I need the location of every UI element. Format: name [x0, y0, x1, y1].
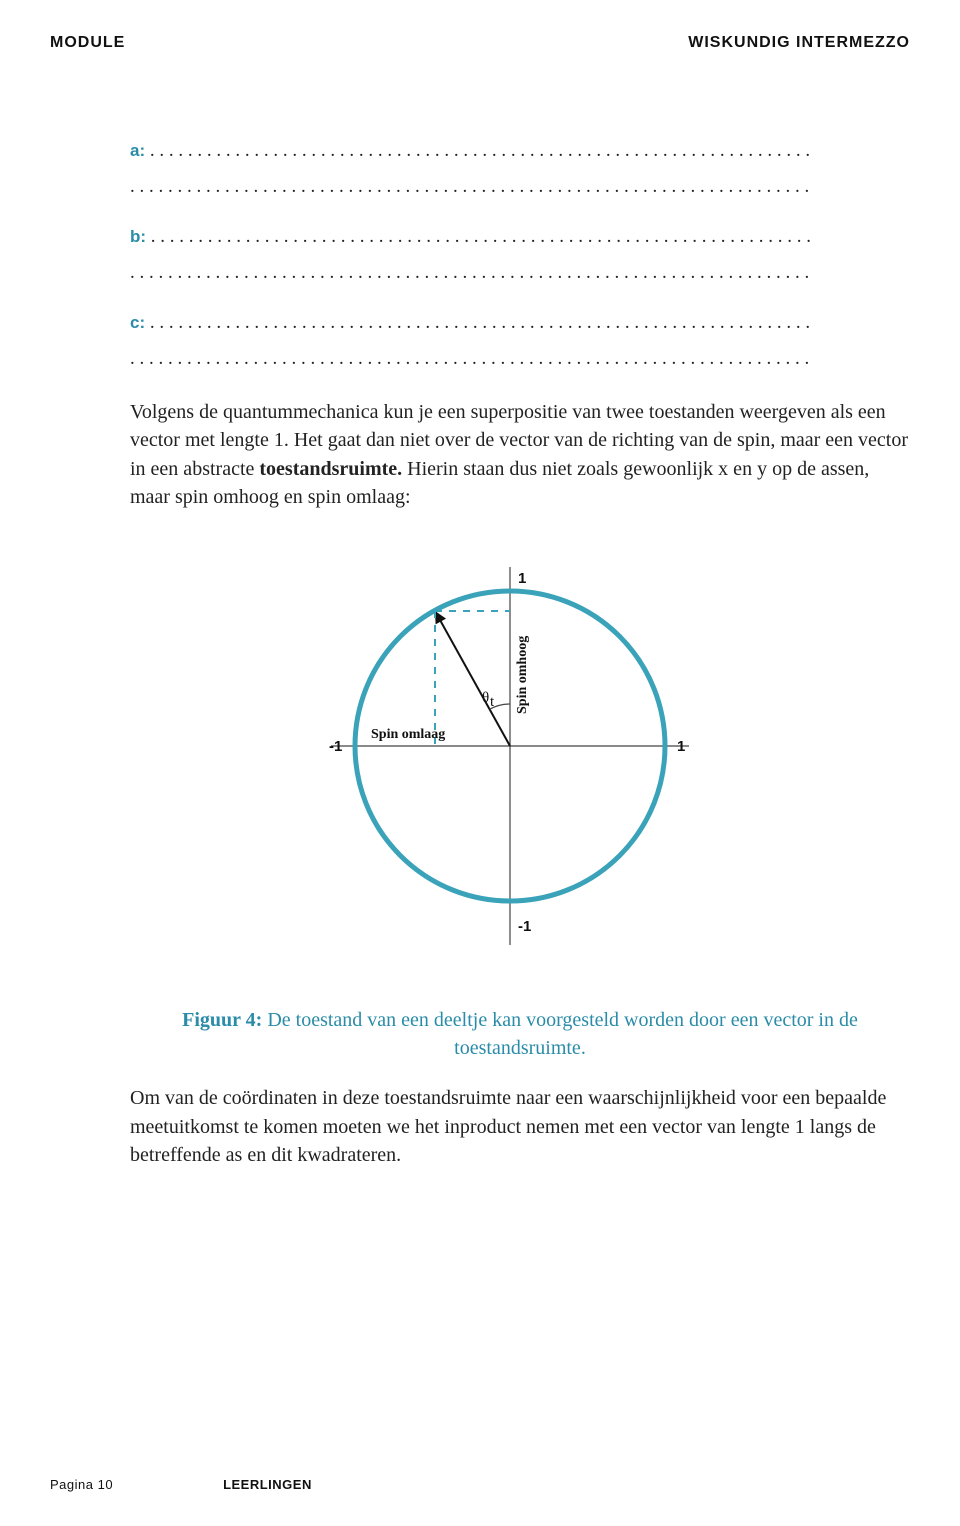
svg-text:1: 1	[677, 738, 685, 755]
audience-label: LEERLINGEN	[223, 1477, 312, 1492]
fill-in-b: b: . . . . . . . . . . . . . . . . . . .…	[130, 226, 910, 248]
dots: . . . . . . . . . . . . . . . . . . . . …	[146, 226, 811, 247]
header-left: MODULE	[50, 34, 125, 52]
svg-text:Spin omlaag: Spin omlaag	[371, 727, 445, 742]
page-num: Pagina 10	[50, 1477, 113, 1492]
label-c: c:	[130, 313, 145, 332]
svg-text:Spin omhoog: Spin omhoog	[515, 635, 530, 713]
label-a: a:	[130, 141, 145, 160]
fill-in-c: c: . . . . . . . . . . . . . . . . . . .…	[130, 312, 910, 334]
caption-bold: Figuur 4:	[182, 1009, 267, 1031]
figure-4: θt11-1-1Spin omhoogSpin omlaag	[130, 536, 910, 976]
fill-in-c-2: . . . . . . . . . . . . . . . . . . . . …	[130, 348, 910, 370]
para1-bold: toestandsruimte.	[259, 458, 402, 480]
svg-text:θ: θ	[482, 690, 489, 706]
figure-4-caption: Figuur 4: De toestand van een deeltje ka…	[130, 1006, 910, 1063]
svg-text:1: 1	[518, 570, 526, 587]
fill-in-a: a: . . . . . . . . . . . . . . . . . . .…	[130, 140, 910, 162]
fill-in-a-2: . . . . . . . . . . . . . . . . . . . . …	[130, 176, 910, 198]
svg-text:-1: -1	[329, 738, 342, 755]
page-footer: Pagina 10 LEERLINGEN	[50, 1477, 910, 1492]
caption-rest: De toestand van een deeltje kan voorgest…	[267, 1009, 858, 1059]
svg-text:-1: -1	[518, 918, 531, 935]
figure-4-svg: θt11-1-1Spin omhoogSpin omlaag	[300, 536, 740, 976]
dots: . . . . . . . . . . . . . . . . . . . . …	[145, 140, 810, 161]
paragraph-1: Volgens de quantummechanica kun je een s…	[130, 398, 910, 512]
dots: . . . . . . . . . . . . . . . . . . . . …	[145, 312, 810, 333]
fill-in-b-2: . . . . . . . . . . . . . . . . . . . . …	[130, 262, 910, 284]
content-area: a: . . . . . . . . . . . . . . . . . . .…	[130, 140, 910, 1170]
header-right: WISKUNDIG INTERMEZZO	[688, 34, 910, 52]
page-header: MODULE WISKUNDIG INTERMEZZO	[50, 34, 910, 52]
paragraph-2: Om van de coördinaten in deze toestandsr…	[130, 1084, 910, 1169]
label-b: b:	[130, 227, 146, 246]
